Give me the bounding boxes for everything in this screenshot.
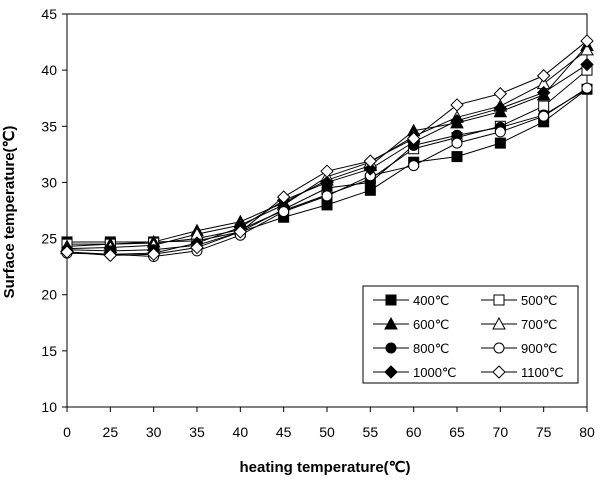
data-point: [581, 82, 593, 94]
data-point: [385, 294, 397, 306]
x-tick-label: 35: [189, 424, 205, 440]
axes: 10 15 20 25 30 35 40 45 0 25 30 35 40 45 50 55 60 65 70 75 8…: [41, 6, 595, 440]
series-line: [66, 49, 588, 250]
data-point: [146, 247, 161, 261]
data-point: [536, 69, 551, 83]
series-1100℃: [66, 40, 588, 256]
series-line: [66, 64, 588, 255]
legend-item: 400℃: [373, 293, 449, 308]
data-point: [450, 98, 464, 112]
x-tick-label: 45: [276, 424, 292, 440]
data-point: [406, 131, 421, 146]
data-point: [363, 162, 378, 176]
data-point: [451, 137, 463, 149]
y-tick-label: 40: [41, 62, 57, 78]
data-point: [580, 42, 594, 56]
data-point: [451, 151, 463, 163]
legend-item: 600℃: [373, 316, 449, 332]
data-point: [494, 126, 506, 138]
x-tick-label: 70: [493, 424, 509, 440]
data-point: [278, 206, 290, 218]
data-point: [60, 245, 74, 259]
legend-item: 1000℃: [373, 365, 457, 380]
data-point: [190, 240, 204, 255]
series-line: [66, 40, 588, 256]
data-point: [580, 57, 594, 72]
x-tick-label: 75: [536, 424, 552, 440]
legend-item: 1100℃: [481, 365, 564, 380]
series-markers-500℃: [61, 64, 593, 250]
legend-item: 900℃: [481, 341, 557, 356]
legend: 400℃ 500℃ 600℃ 700℃ 800℃ 900℃ 1000℃ 1100℃: [362, 285, 579, 384]
y-tick-label: 25: [41, 231, 57, 247]
data-point: [384, 316, 398, 330]
legend-label: 400℃: [413, 293, 449, 308]
data-point: [493, 101, 508, 116]
y-tick-label: 20: [41, 287, 57, 303]
legend-item: 800℃: [373, 341, 449, 356]
y-tick-label: 45: [41, 6, 57, 22]
y-axis-title: Surface temperature(℃): [1, 126, 18, 299]
data-point: [492, 365, 506, 379]
series-line: [67, 69, 588, 245]
x-tick-label: 40: [233, 424, 249, 440]
data-point: [493, 87, 508, 101]
data-point: [384, 365, 398, 379]
data-point: [385, 342, 397, 354]
y-tick-label: 35: [41, 118, 57, 134]
data-point: [493, 294, 505, 306]
x-tick-label: 30: [146, 424, 162, 440]
legend-label: 900℃: [521, 341, 557, 356]
data-point: [580, 34, 594, 48]
x-axis-title: heating temperature(℃): [239, 459, 410, 476]
series-500℃: [67, 69, 588, 245]
data-point: [492, 316, 506, 330]
x-tick-label: 50: [319, 424, 335, 440]
data-point: [320, 175, 334, 190]
series-line: [66, 45, 588, 247]
series-600℃: [66, 45, 588, 247]
data-point: [536, 85, 551, 100]
legend-label: 700℃: [521, 317, 557, 332]
x-tick-label: 60: [406, 424, 422, 440]
series-layer: [60, 34, 594, 263]
legend-label: 1000℃: [413, 365, 457, 380]
y-tick-label: 10: [41, 399, 57, 415]
series-markers-600℃: [60, 38, 594, 252]
data-point: [320, 164, 334, 178]
x-tick-label: 0: [63, 424, 71, 440]
x-tick-label: 55: [363, 424, 379, 440]
x-tick-label: 65: [449, 424, 465, 440]
data-point: [363, 154, 378, 168]
legend-item: 500℃: [481, 293, 557, 308]
x-tick-label: 25: [103, 424, 119, 440]
x-tick-label: 80: [579, 424, 595, 440]
data-point: [321, 190, 333, 202]
data-point: [408, 160, 420, 172]
legend-label: 800℃: [413, 341, 449, 356]
data-point: [276, 190, 291, 204]
legend-item: 700℃: [481, 316, 557, 332]
legend-label: 500℃: [521, 293, 557, 308]
y-tick-label: 15: [41, 343, 57, 359]
legend-box: [362, 285, 579, 384]
series-markers-1100℃: [60, 34, 594, 263]
data-point: [538, 110, 550, 122]
data-point: [233, 225, 248, 239]
y-tick-label: 30: [41, 174, 57, 190]
data-point: [494, 137, 506, 149]
data-point: [493, 342, 505, 354]
series-markers-700℃: [60, 42, 594, 255]
legend-label: 1100℃: [521, 365, 564, 380]
data-point: [450, 113, 464, 128]
series-1000℃: [66, 64, 588, 255]
data-point: [103, 248, 118, 263]
series-700℃: [66, 49, 588, 250]
legend-label: 600℃: [413, 317, 449, 332]
